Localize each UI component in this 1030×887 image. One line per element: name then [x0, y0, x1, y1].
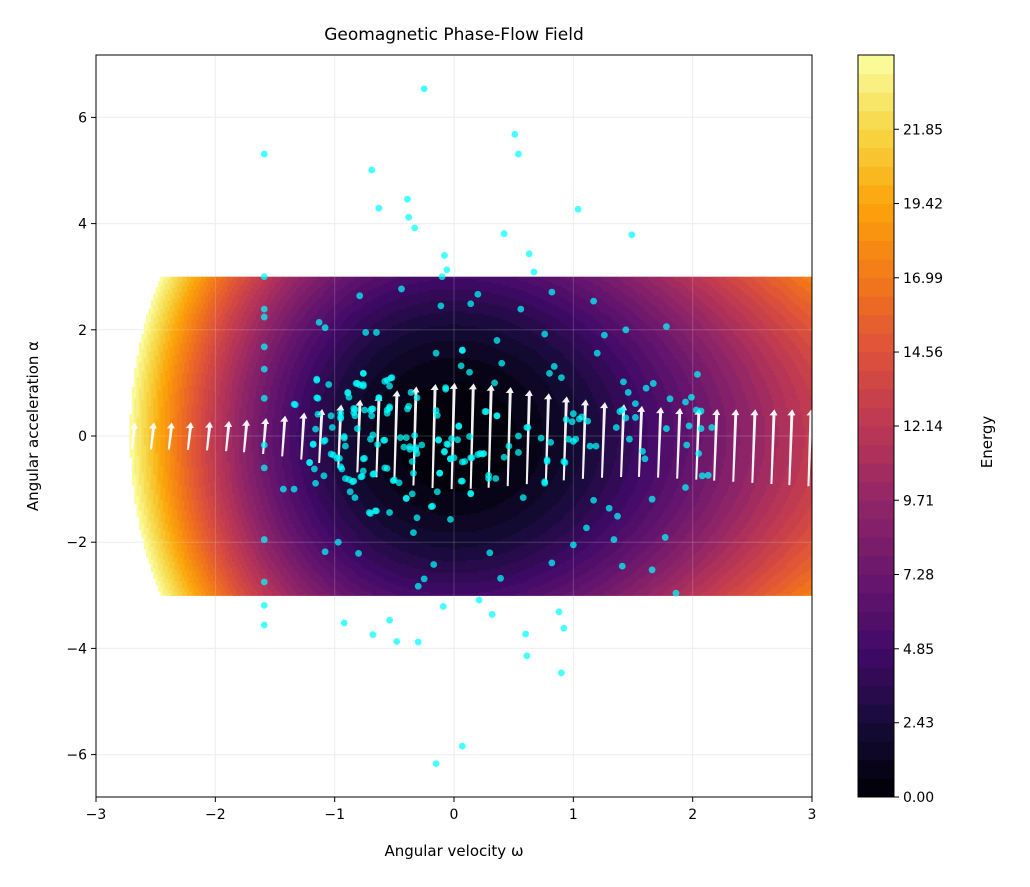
chart-title: Geomagnetic Phase-Flow Field: [324, 25, 584, 45]
